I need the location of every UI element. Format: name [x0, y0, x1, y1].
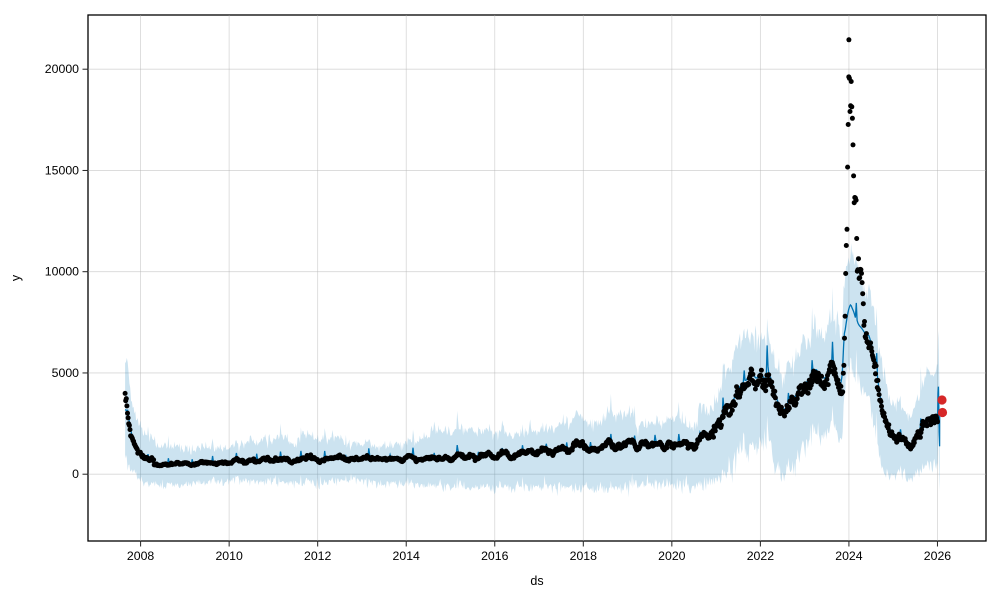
svg-text:ds: ds: [530, 574, 543, 588]
svg-text:10000: 10000: [45, 265, 79, 279]
svg-text:20000: 20000: [45, 62, 79, 76]
svg-text:2022: 2022: [747, 549, 775, 563]
svg-text:2008: 2008: [127, 549, 155, 563]
svg-text:0: 0: [72, 467, 79, 481]
svg-text:y: y: [9, 274, 23, 281]
svg-text:5000: 5000: [52, 366, 80, 380]
svg-text:15000: 15000: [45, 163, 79, 177]
svg-text:2024: 2024: [835, 549, 863, 563]
svg-text:2018: 2018: [570, 549, 598, 563]
svg-text:2012: 2012: [304, 549, 332, 563]
svg-text:2026: 2026: [924, 549, 952, 563]
svg-text:2010: 2010: [215, 549, 243, 563]
svg-text:2020: 2020: [658, 549, 686, 563]
svg-text:2016: 2016: [481, 549, 509, 563]
svg-text:2014: 2014: [393, 549, 421, 563]
